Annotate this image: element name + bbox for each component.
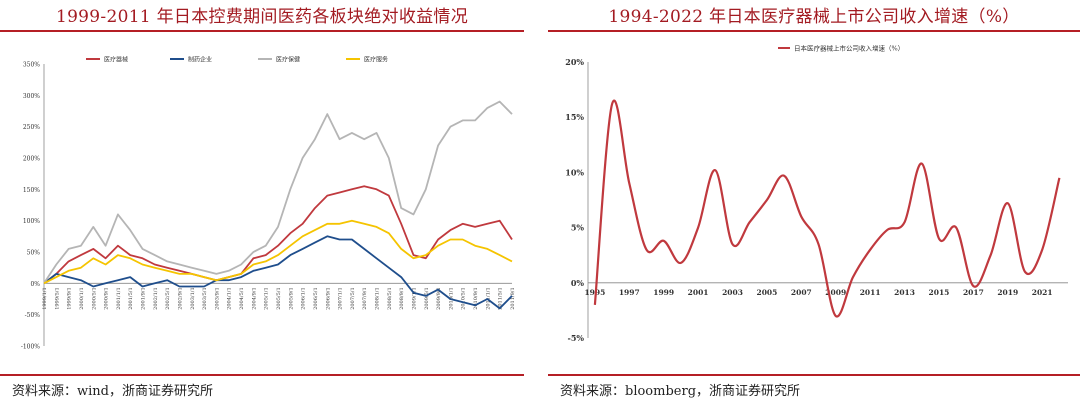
right-chart-title: 1994-2022 年日本医疗器械上市公司收入增速（%） — [608, 7, 1020, 27]
x-tick-label: 1997 — [619, 288, 640, 297]
right-source-note: 资料来源：bloomberg，浙商证券研究所 — [560, 384, 801, 399]
x-tick-label: 1999 — [653, 288, 674, 297]
x-tick-label: 2005 — [756, 288, 777, 297]
y-tick-label: 0% — [571, 278, 585, 288]
x-tick-label: 2003 — [722, 288, 743, 297]
x-tick-label: 2005/5/1 — [276, 287, 282, 309]
y-tick-label: 350% — [23, 62, 40, 69]
x-tick-label: 2005/1/1 — [264, 287, 270, 309]
x-tick-label: 2005/9/1 — [288, 287, 294, 309]
x-tick-label: 2010/9/1 — [473, 287, 479, 309]
right-line-chart: -5%0%5%10%15%20%1995 1997 1999 2001 2003 2005… — [565, 44, 1068, 343]
x-tick-label: 2002/5/1 — [165, 287, 171, 309]
x-tick-label: 2001/1/1 — [116, 287, 122, 309]
x-tick-label: 2011/9/1 — [510, 287, 516, 309]
y-tick-label: 200% — [23, 156, 40, 163]
series-line-0 — [43, 185, 513, 285]
x-tick-label: 2017 — [963, 288, 984, 297]
legend-label-3: 医疗服务 — [364, 56, 388, 64]
x-tick-label: 1999/9/1 — [67, 287, 73, 309]
x-tick-label: 2010/5/1 — [461, 287, 467, 309]
y-tick-label: -100% — [21, 344, 40, 351]
left-source-rule — [0, 374, 524, 376]
x-tick-label: 2008/1/1 — [375, 287, 381, 309]
y-tick-label: 150% — [23, 187, 40, 194]
x-tick-label: 2001/5/1 — [128, 287, 134, 309]
x-tick-label: 2007/5/1 — [350, 287, 356, 309]
left-title-rule — [0, 30, 524, 32]
x-tick-label: 2008/5/1 — [387, 287, 393, 309]
y-tick-label: 5% — [571, 223, 585, 233]
right-chart-panel: 1994-2022 年日本医疗器械上市公司收入增速（%） -5% 0% 5% 10% 1… — [548, 0, 1080, 400]
x-tick-label: 2011 — [860, 288, 881, 297]
y-tick-label: 20% — [565, 57, 584, 67]
left-source-note: 资料来源：wind，浙商证券研究所 — [12, 384, 213, 399]
x-tick-label: 2004/9/1 — [251, 287, 257, 309]
legend-label-0: 日本医疗器械上市公司收入增速（%） — [794, 44, 904, 53]
x-tick-label: 2011/1/1 — [485, 287, 491, 309]
left-line-chart: -100% -50% 0% 50% 100% 150% 200% 250% 300% 350% 19… — [21, 56, 516, 351]
x-tick-label: 2007/9/1 — [362, 287, 368, 309]
x-tick-label: 2013 — [894, 288, 915, 297]
x-tick-label: 2008/9/1 — [399, 287, 405, 309]
y-tick-label: 300% — [23, 93, 40, 100]
x-tick-label: 2003/5/1 — [202, 287, 208, 309]
x-tick-label: 2007/1/1 — [338, 287, 344, 309]
x-tick-label: 2021 — [1032, 288, 1053, 297]
y-tick-label: 100% — [23, 218, 40, 225]
y-tick-label: -50% — [25, 312, 41, 319]
x-tick-label: 2002/9/1 — [177, 287, 183, 309]
x-tick-label: 2003/9/1 — [214, 287, 220, 309]
legend-label-2: 医疗保健 — [276, 56, 300, 64]
x-tick-label: 2003/1/1 — [190, 287, 196, 309]
x-tick-label: 2000/1/1 — [79, 287, 85, 309]
x-tick-label: 2007 — [791, 288, 812, 297]
y-tick-label: 15% — [565, 112, 584, 122]
x-tick-label: 1999/5/1 — [54, 287, 60, 309]
right-title-rule — [548, 30, 1080, 32]
y-tick-label: 50% — [27, 250, 41, 257]
x-tick-label: 2001/9/1 — [141, 287, 147, 309]
legend-label-0: 医疗器械 — [104, 56, 128, 64]
x-tick-label: 2011/5/1 — [498, 287, 504, 309]
x-tick-label: 2009/5/1 — [424, 287, 430, 309]
y-tick-label: 250% — [23, 124, 40, 131]
left-chart-title: 1999-2011 年日本控费期间医药各板块绝对收益情况 — [55, 7, 469, 27]
x-tick-label: 2006/9/1 — [325, 287, 331, 309]
series-line-0 — [593, 99, 1061, 318]
right-source-rule — [548, 374, 1080, 376]
series-line-2 — [43, 100, 513, 284]
series-line-3 — [43, 219, 513, 285]
x-tick-label: 1999/1/1 — [42, 287, 48, 309]
x-tick-label: 2000/5/1 — [91, 287, 97, 309]
x-tick-label: 2006/5/1 — [313, 287, 319, 309]
y-tick-label: -5% — [568, 333, 585, 343]
x-tick-label: 2006/1/1 — [301, 287, 307, 309]
x-tick-label: 2009/9/1 — [436, 287, 442, 309]
y-tick-label: 10% — [565, 167, 584, 177]
x-tick-label: 2004/5/1 — [239, 287, 245, 309]
x-tick-label: 2001 — [688, 288, 709, 297]
y-tick-label: 0% — [30, 281, 40, 288]
x-tick-label: 2009/1/1 — [411, 287, 417, 309]
x-tick-label: 2000/9/1 — [104, 287, 110, 309]
x-tick-label: 2015 — [929, 288, 950, 297]
x-tick-label: 2009 — [825, 288, 846, 297]
x-tick-label: 2019 — [997, 288, 1018, 297]
x-tick-label: 2002/1/1 — [153, 287, 159, 309]
series-line-1 — [43, 235, 513, 310]
x-tick-label: 2004/1/1 — [227, 287, 233, 309]
left-chart-panel: 1999-2011 年日本控费期间医药各板块绝对收益情况 -100% -50% 0%… — [0, 0, 524, 400]
legend-label-1: 制药企业 — [188, 56, 212, 64]
